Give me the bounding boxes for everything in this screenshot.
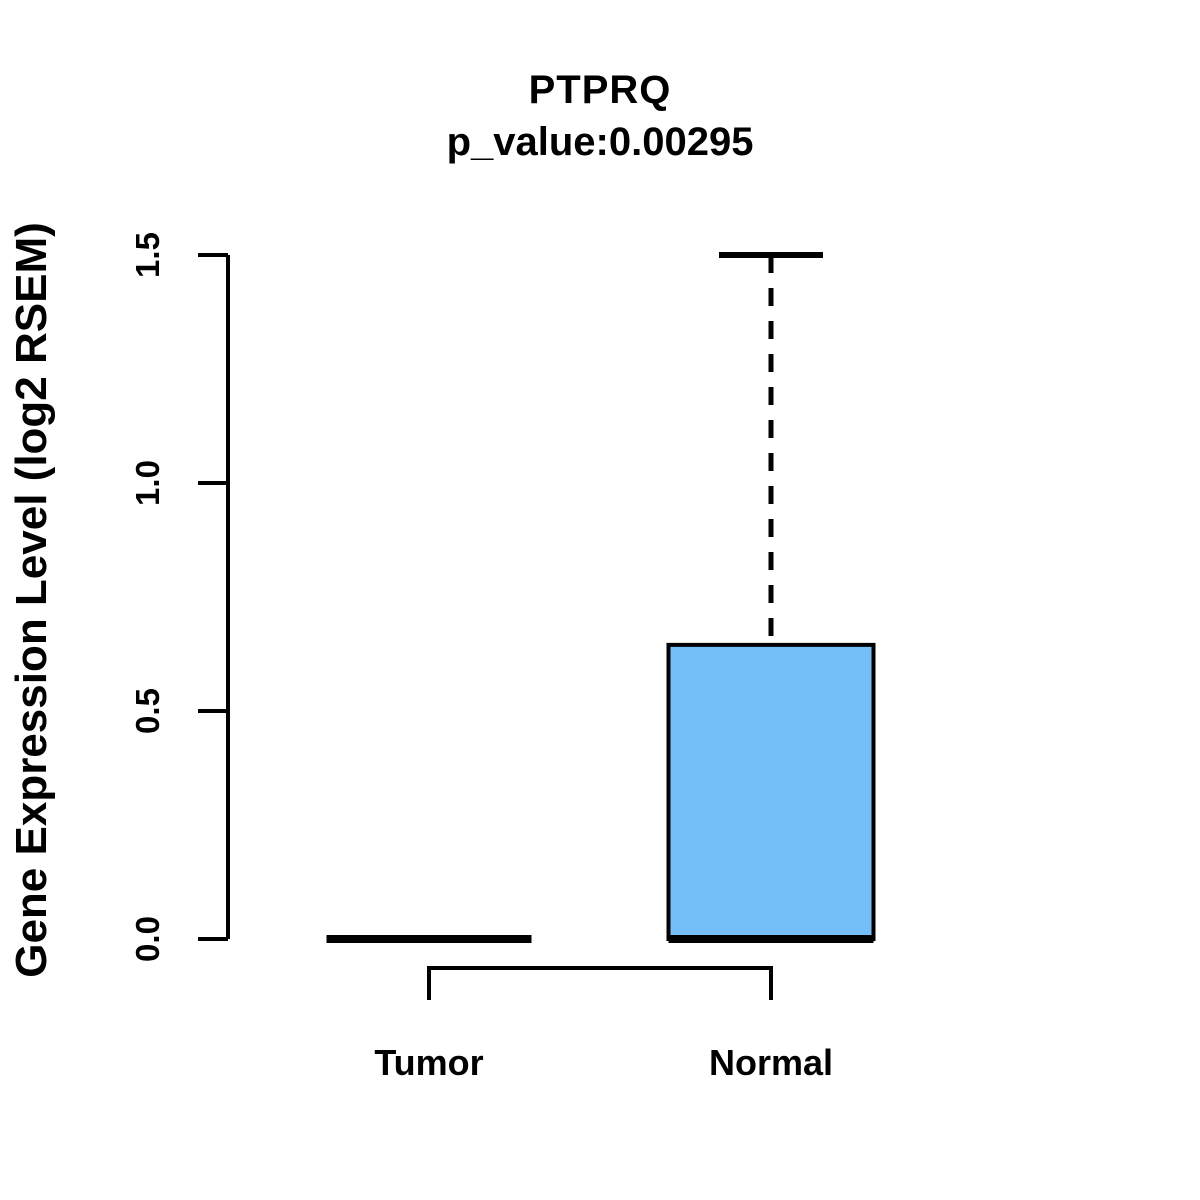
- x-axis-group-label-normal: Normal: [708, 1042, 834, 1083]
- chart-subtitle-pvalue: p_value:0.00295: [446, 120, 754, 164]
- box-normal: [666, 642, 876, 941]
- comparison-bracket: [427, 966, 773, 1000]
- x-axis-group-label-tumor: Tumor: [374, 1042, 484, 1083]
- chart-title: PTPRQ: [528, 68, 672, 112]
